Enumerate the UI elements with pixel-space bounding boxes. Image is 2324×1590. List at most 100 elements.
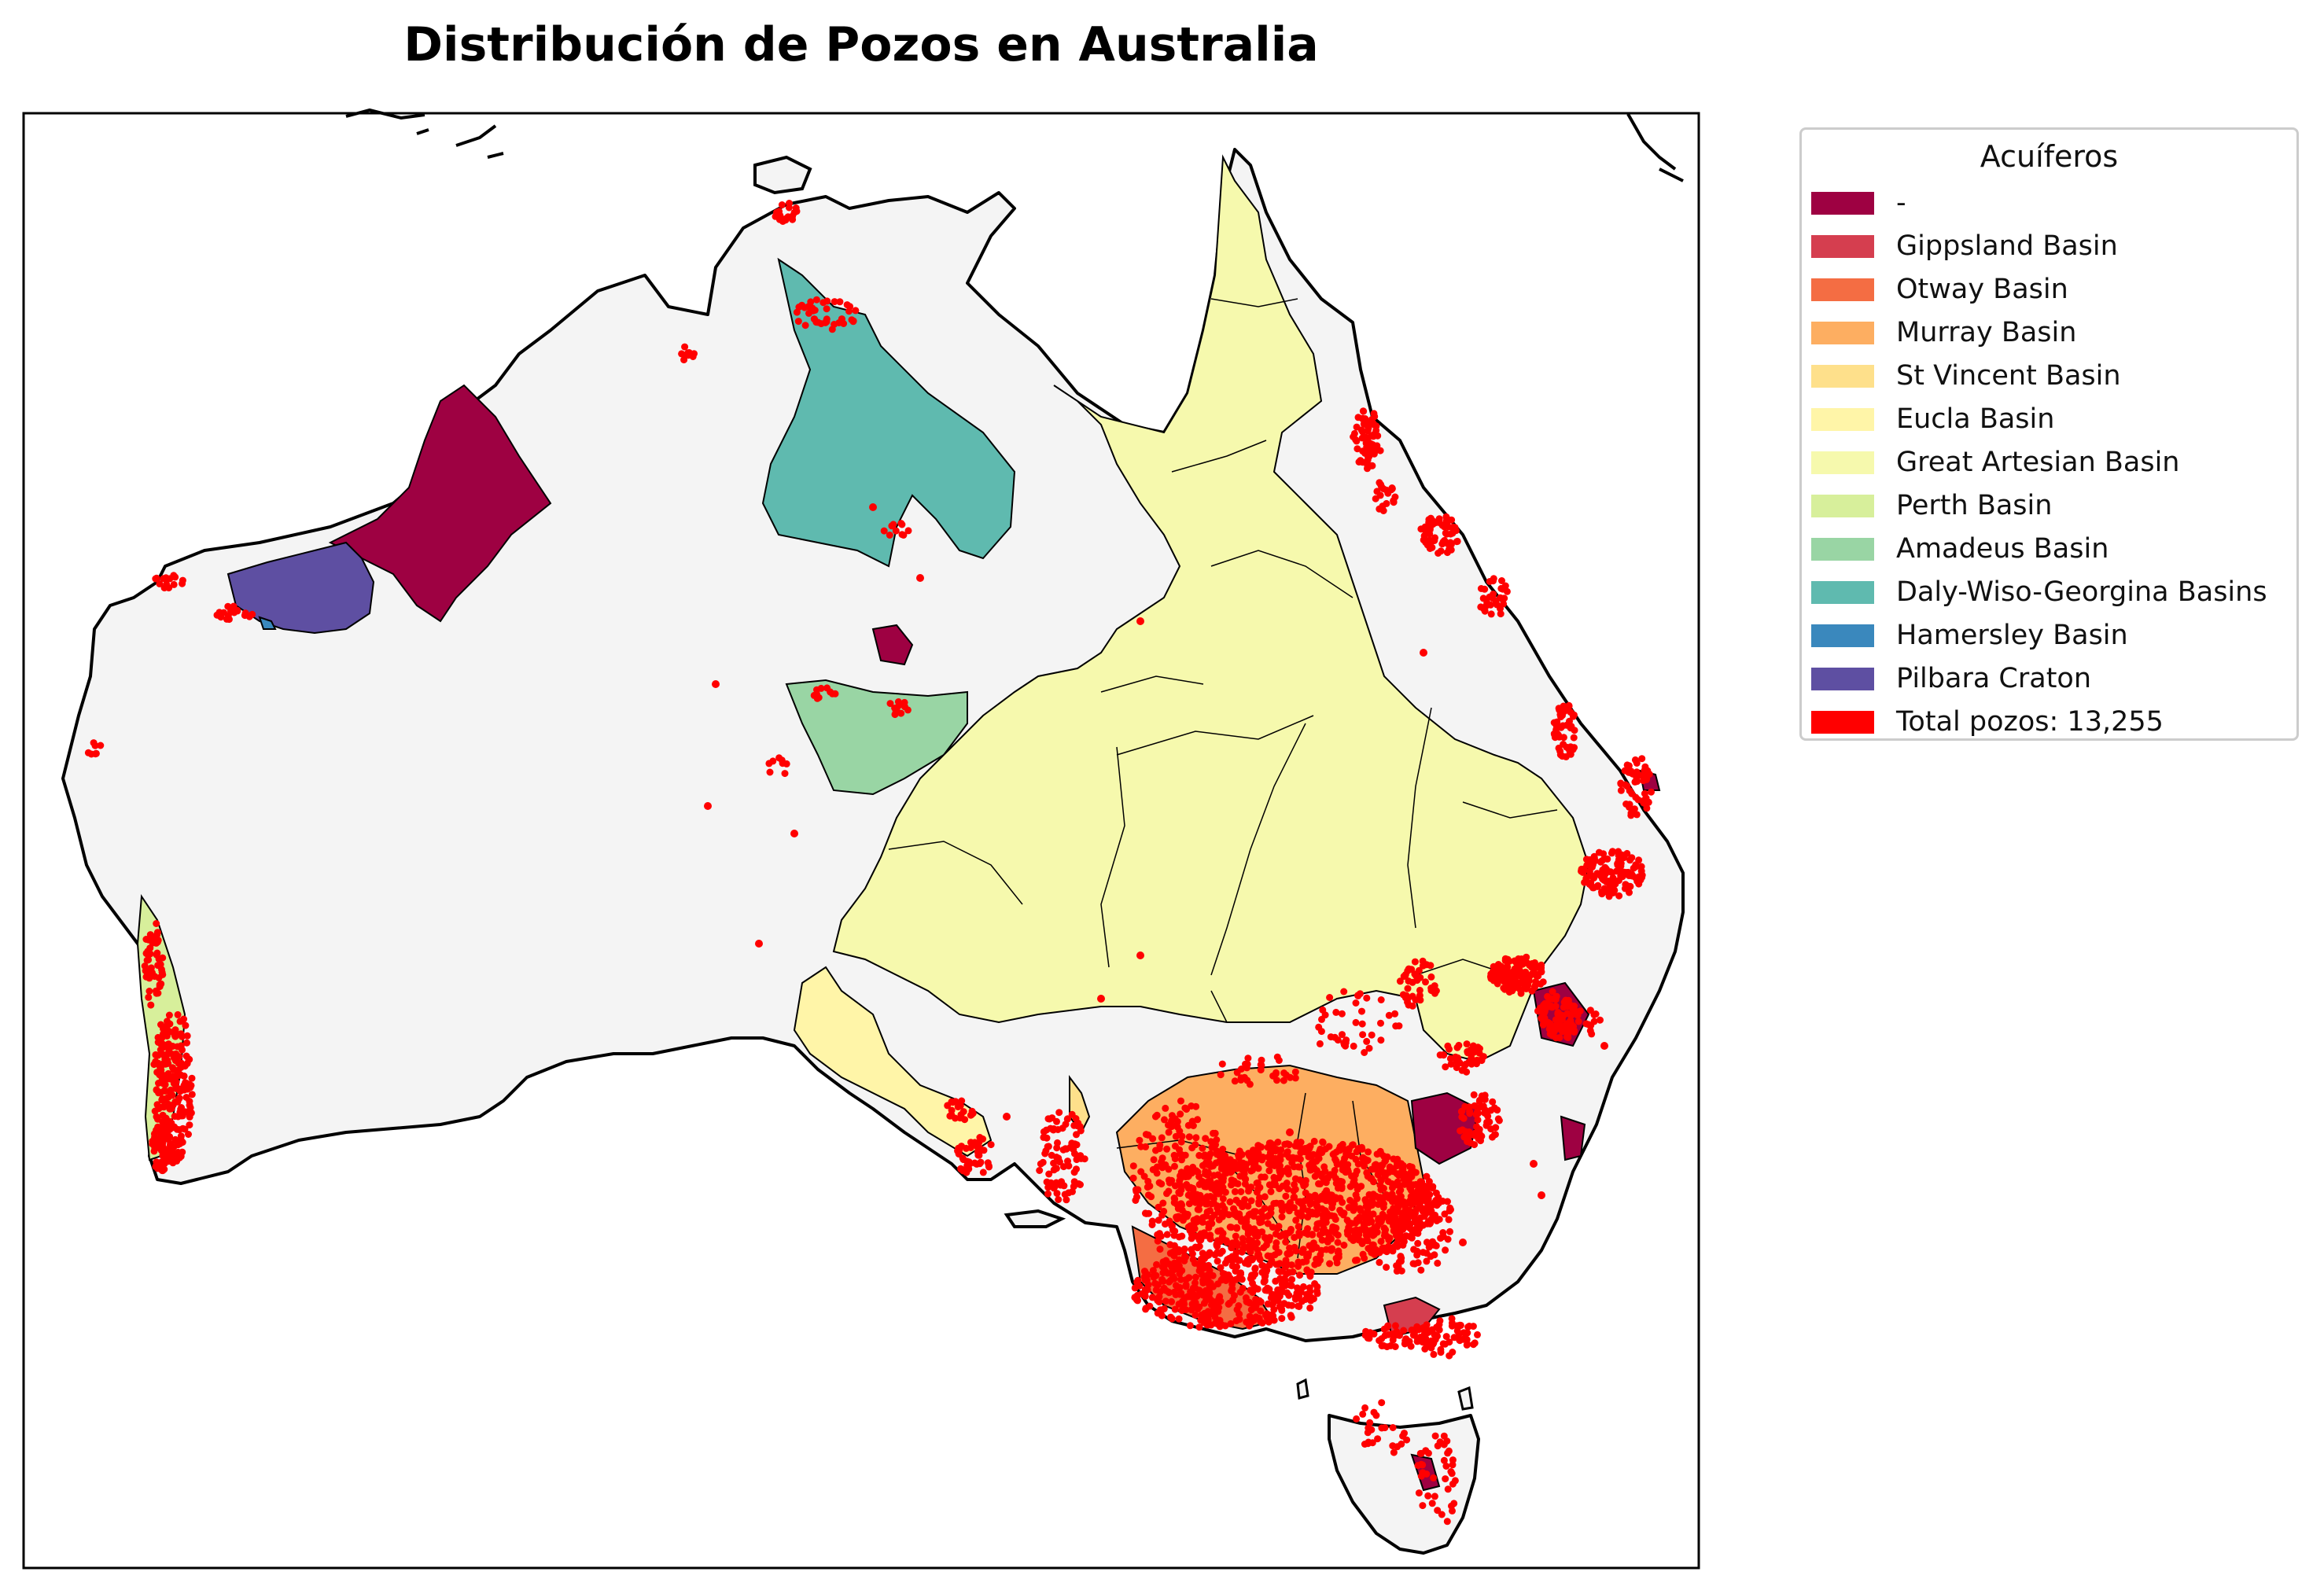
well-point bbox=[1427, 1253, 1435, 1261]
well-point bbox=[1419, 1193, 1426, 1201]
well-point bbox=[1241, 1259, 1249, 1267]
well-point bbox=[1379, 1244, 1387, 1252]
well-point bbox=[1362, 1202, 1370, 1210]
well-point bbox=[1365, 1044, 1373, 1052]
well-point bbox=[1379, 1161, 1387, 1169]
well-point bbox=[1590, 1018, 1598, 1025]
well-point bbox=[1449, 1456, 1457, 1464]
well-point bbox=[1424, 1184, 1432, 1192]
well-point bbox=[1414, 1239, 1422, 1247]
well-point bbox=[801, 322, 809, 329]
well-point bbox=[1384, 489, 1392, 497]
well-point bbox=[1617, 786, 1625, 794]
well-point bbox=[1296, 1176, 1304, 1184]
well-point bbox=[1252, 1150, 1260, 1158]
well-point bbox=[1507, 979, 1515, 987]
well-point bbox=[886, 700, 894, 708]
well-point bbox=[1380, 1224, 1388, 1232]
well-point bbox=[1569, 712, 1577, 720]
well-point bbox=[1219, 1195, 1227, 1202]
well-point bbox=[1345, 1146, 1353, 1154]
well-point bbox=[168, 1119, 175, 1127]
well-point bbox=[1458, 1113, 1466, 1121]
well-point bbox=[1455, 1041, 1463, 1049]
well-point bbox=[1244, 1227, 1252, 1235]
well-point bbox=[1396, 977, 1404, 985]
well-point bbox=[1368, 1439, 1376, 1447]
well-point bbox=[1059, 1124, 1066, 1132]
well-point bbox=[1560, 1027, 1568, 1035]
well-point bbox=[1525, 977, 1533, 985]
well-point bbox=[1053, 1117, 1060, 1125]
well-point bbox=[175, 1126, 183, 1134]
well-point bbox=[1357, 1207, 1365, 1214]
well-point bbox=[1474, 1116, 1482, 1124]
well-point bbox=[1513, 970, 1521, 977]
well-point bbox=[1568, 1025, 1576, 1032]
well-point bbox=[1319, 1138, 1327, 1146]
well-point bbox=[1191, 1311, 1199, 1319]
well-point bbox=[1374, 1171, 1382, 1179]
well-point bbox=[1225, 1271, 1232, 1279]
well-point bbox=[1475, 1098, 1483, 1105]
well-point bbox=[1207, 1321, 1215, 1329]
well-point bbox=[1175, 1262, 1183, 1270]
well-point bbox=[1497, 610, 1505, 618]
well-point bbox=[1354, 1257, 1361, 1264]
well-point bbox=[1237, 1270, 1245, 1278]
well-point bbox=[154, 989, 162, 997]
well-point bbox=[1310, 1137, 1318, 1145]
well-point bbox=[1430, 1350, 1438, 1358]
well-point bbox=[1189, 1231, 1197, 1239]
well-point bbox=[1371, 1250, 1379, 1258]
legend-item: Great Artesian Basin bbox=[1802, 443, 2179, 482]
well-point bbox=[959, 1156, 967, 1164]
well-point bbox=[1416, 1225, 1423, 1232]
well-point bbox=[1155, 1179, 1163, 1187]
well-point bbox=[158, 969, 166, 977]
well-point bbox=[170, 572, 178, 580]
well-point bbox=[987, 1141, 995, 1149]
legend-swatch bbox=[1811, 407, 1874, 431]
well-point bbox=[1417, 1266, 1425, 1274]
well-point bbox=[1359, 1250, 1367, 1258]
well-point bbox=[154, 1165, 161, 1172]
well-point bbox=[1313, 1224, 1320, 1232]
well-point bbox=[1195, 1180, 1203, 1188]
well-point bbox=[177, 1042, 185, 1050]
well-point bbox=[1481, 585, 1489, 593]
well-point bbox=[1291, 1294, 1299, 1301]
well-point bbox=[1348, 1172, 1356, 1180]
well-point bbox=[1552, 1016, 1560, 1024]
well-point bbox=[1431, 989, 1438, 997]
well-point bbox=[975, 1139, 983, 1146]
well-point bbox=[680, 356, 688, 364]
well-point bbox=[1362, 1231, 1370, 1239]
well-point bbox=[1276, 1260, 1284, 1268]
well-point bbox=[1377, 1186, 1385, 1194]
well-point bbox=[150, 1147, 158, 1155]
well-point bbox=[1058, 1178, 1066, 1186]
well-point bbox=[1299, 1203, 1307, 1211]
well-point bbox=[183, 1059, 191, 1067]
well-point bbox=[1265, 1261, 1273, 1269]
well-point bbox=[1162, 1268, 1169, 1275]
well-point bbox=[1383, 1153, 1391, 1161]
well-point bbox=[1308, 1152, 1316, 1160]
well-point bbox=[1097, 995, 1105, 1003]
well-point bbox=[944, 1102, 952, 1110]
well-point bbox=[1070, 1121, 1078, 1129]
well-point bbox=[1343, 1216, 1351, 1224]
well-point bbox=[1583, 856, 1591, 863]
well-point bbox=[1371, 413, 1379, 421]
well-point bbox=[1144, 1271, 1151, 1279]
well-point bbox=[1444, 1235, 1452, 1243]
well-point bbox=[1378, 1399, 1386, 1407]
well-point bbox=[160, 1096, 168, 1104]
legend-item: Hamersley Basin bbox=[1802, 616, 2128, 655]
well-point bbox=[1039, 1158, 1047, 1166]
well-point bbox=[1236, 1310, 1243, 1318]
well-point bbox=[958, 1097, 966, 1105]
well-point bbox=[1615, 848, 1622, 856]
